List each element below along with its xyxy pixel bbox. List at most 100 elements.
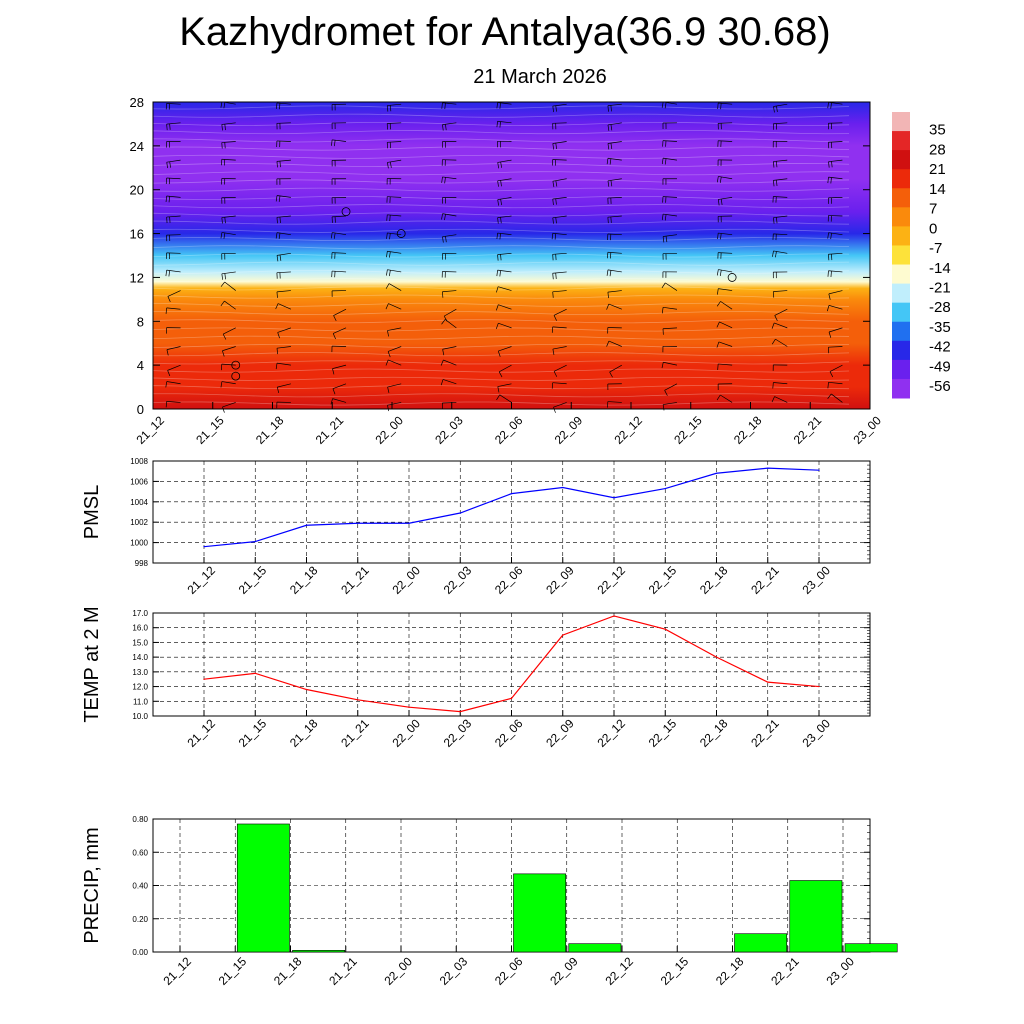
wind-barb-feather xyxy=(773,106,775,113)
wind-barb xyxy=(387,122,402,124)
wind-barb-feather xyxy=(279,103,281,110)
contour-line xyxy=(152,319,850,324)
wind-barb-feather xyxy=(276,217,278,224)
wind-barb xyxy=(276,362,291,366)
wind-barb xyxy=(607,233,622,236)
pmsl-panel-ylabel: PMSL xyxy=(81,485,103,539)
x-tick-label: 22_12 xyxy=(594,563,628,597)
wind-barb-feather xyxy=(169,123,171,130)
calm-circle xyxy=(396,229,406,238)
wind-barb xyxy=(442,102,457,105)
wind-barb-feather xyxy=(497,199,499,206)
wind-barb-feather xyxy=(827,382,829,389)
precip-bar xyxy=(789,880,843,953)
wind-barb-feather xyxy=(717,233,719,240)
wind-barb-feather xyxy=(720,103,722,110)
wind-barb-feather xyxy=(441,102,443,109)
wind-barb xyxy=(552,197,567,200)
wind-barb xyxy=(388,303,402,310)
wind-barb-feather xyxy=(222,350,225,357)
wind-barb xyxy=(773,122,788,125)
wind-barb-feather xyxy=(440,359,444,366)
wind-barb xyxy=(222,346,236,352)
wind-barb-feather xyxy=(389,233,391,240)
wind-barb xyxy=(167,364,181,371)
wind-barb xyxy=(166,159,181,163)
wind-barb-feather xyxy=(664,102,667,109)
y-tick-label: 24 xyxy=(130,139,144,154)
contour-line xyxy=(152,195,850,200)
wind-barb xyxy=(607,122,622,126)
wind-barb xyxy=(773,178,788,181)
colorbar-label: -14 xyxy=(929,260,951,277)
colorbar-label: -56 xyxy=(929,378,951,395)
wind-barb xyxy=(607,215,622,218)
wind-barb-feather xyxy=(771,322,775,329)
temp-point xyxy=(408,706,410,708)
wind-barb xyxy=(276,290,291,293)
wind-barb xyxy=(387,383,402,388)
wind-barb xyxy=(332,398,347,403)
wind-barb xyxy=(552,103,567,107)
x-tick-label: 22_15 xyxy=(671,413,705,447)
wind-barb xyxy=(828,176,843,180)
wind-barb-feather xyxy=(444,214,446,221)
wind-barb-feather xyxy=(555,143,557,150)
wind-barb-feather xyxy=(275,232,278,239)
wind-barb xyxy=(718,363,733,366)
contour-line xyxy=(152,179,850,184)
y-tick-label: 16.0 xyxy=(132,624,148,633)
wind-barb xyxy=(276,140,291,142)
wind-barb xyxy=(387,269,402,273)
wind-barb xyxy=(443,359,457,366)
wind-barb-feather xyxy=(389,270,391,277)
precip-panel: 0.00 0.20 0.40 0.60 0.80 PRECIP, mm 21_12 21_15… xyxy=(81,815,898,988)
wind-barb xyxy=(276,252,291,256)
colorbar-label: 0 xyxy=(929,220,937,237)
wind-barb xyxy=(166,177,181,180)
pmsl-point xyxy=(203,546,205,548)
colorbar-swatch xyxy=(892,150,910,170)
wind-barb-feather xyxy=(555,198,557,205)
wind-barb xyxy=(443,308,457,317)
contour-line xyxy=(152,163,850,168)
wind-barb-feather xyxy=(497,217,499,224)
wind-barb xyxy=(552,290,567,293)
wind-barb-feather xyxy=(167,296,171,302)
wind-barb-feather xyxy=(827,393,832,399)
wind-barb-feather xyxy=(610,105,612,112)
wind-barb-feather xyxy=(552,348,555,356)
wind-barb-feather xyxy=(444,177,446,184)
colorbar-label: -49 xyxy=(929,358,951,375)
contour-line xyxy=(152,311,850,316)
wind-barb-feather xyxy=(332,368,335,375)
colorbar-swatch xyxy=(892,283,910,304)
x-tick-label: 22_06 xyxy=(492,716,526,750)
wind-barb xyxy=(221,158,236,161)
heatmap-panel: 0 4 8 12 16 20 24 28 21_12 21_15 21_18 21_21 22_00 22… xyxy=(130,95,885,447)
wind-barb-feather xyxy=(389,215,391,222)
wind-barb-feather xyxy=(720,233,722,240)
x-tick-label: 23_00 xyxy=(799,563,833,597)
contour-line xyxy=(152,138,850,143)
temp-point xyxy=(664,628,666,630)
wind-barb-feather xyxy=(772,382,774,389)
wind-barb xyxy=(828,141,843,143)
wind-barb xyxy=(774,308,788,316)
y-tick-label: 0.40 xyxy=(132,882,148,891)
wind-barb-feather xyxy=(279,216,281,224)
wind-barb-feather xyxy=(442,236,444,243)
wind-barb-feather xyxy=(445,124,447,131)
contour-line xyxy=(152,286,850,291)
wind-barb xyxy=(277,327,291,333)
colorbar-swatch xyxy=(892,302,910,323)
wind-barb-feather xyxy=(496,233,498,240)
contour-line xyxy=(152,171,850,176)
wind-barb-feather xyxy=(331,139,333,146)
wind-barb-feather xyxy=(661,158,664,165)
wind-barb xyxy=(332,232,347,236)
wind-barb xyxy=(166,381,181,385)
wind-barb-feather xyxy=(276,102,278,109)
y-tick-label: 14.0 xyxy=(132,653,148,662)
wind-barb-feather xyxy=(499,233,501,240)
